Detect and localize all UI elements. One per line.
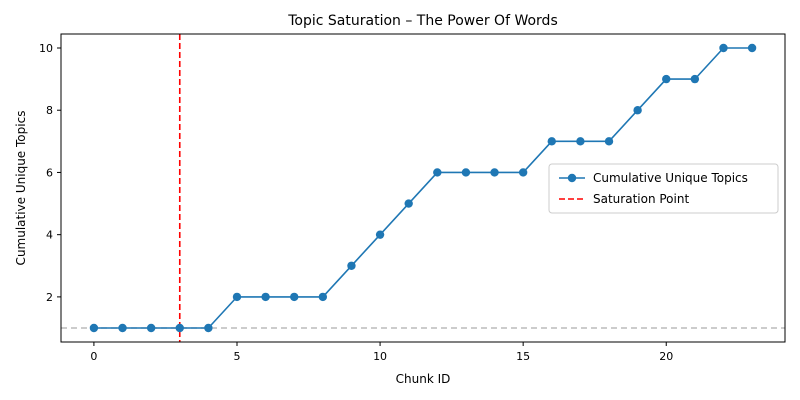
y-axis: 2 4 6 8 10 bbox=[39, 42, 61, 304]
data-point bbox=[232, 292, 242, 302]
legend-label: Saturation Point bbox=[593, 192, 689, 206]
data-point bbox=[146, 323, 156, 333]
x-tick-label: 15 bbox=[516, 350, 530, 363]
chart-title: Topic Saturation – The Power Of Words bbox=[287, 13, 558, 29]
data-point bbox=[547, 137, 556, 146]
legend-box bbox=[548, 163, 779, 214]
y-tick-label: 8 bbox=[46, 104, 53, 117]
x-axis-label: Chunk ID bbox=[396, 372, 451, 386]
data-point bbox=[576, 137, 585, 146]
legend-label: Cumulative Unique Topics bbox=[593, 171, 748, 185]
data-point bbox=[175, 323, 184, 333]
data-point bbox=[261, 292, 270, 302]
data-point bbox=[719, 43, 728, 53]
y-tick-label: 4 bbox=[46, 229, 53, 242]
data-point bbox=[318, 292, 328, 302]
data-point bbox=[662, 74, 671, 84]
data-point bbox=[518, 168, 528, 177]
x-axis: 0 5 10 15 20 bbox=[90, 342, 673, 363]
x-tick-label: 10 bbox=[373, 350, 387, 363]
y-axis-label: Cumulative Unique Topics bbox=[14, 111, 28, 266]
data-point bbox=[375, 230, 385, 239]
axes-spines bbox=[60, 33, 786, 343]
data-point bbox=[461, 168, 471, 177]
series-layer bbox=[89, 43, 757, 333]
data-point bbox=[290, 292, 299, 302]
data-point bbox=[690, 74, 700, 84]
plot-border bbox=[60, 33, 786, 343]
data-point bbox=[204, 323, 213, 333]
x-tick-label: 5 bbox=[233, 350, 240, 363]
data-point bbox=[490, 168, 499, 177]
y-tick-label: 10 bbox=[39, 42, 53, 55]
data-point bbox=[118, 323, 127, 333]
data-point bbox=[89, 323, 99, 333]
data-point bbox=[404, 199, 413, 208]
x-tick-label: 0 bbox=[90, 350, 97, 363]
x-tick-label: 20 bbox=[659, 350, 673, 363]
data-point bbox=[633, 106, 642, 115]
data-point bbox=[433, 168, 442, 177]
data-point bbox=[747, 43, 757, 53]
y-tick-label: 2 bbox=[46, 291, 53, 304]
y-tick-label: 6 bbox=[46, 166, 53, 179]
data-point bbox=[347, 261, 356, 270]
data-point bbox=[604, 137, 614, 146]
series-line bbox=[93, 47, 753, 329]
legend-swatch-marker bbox=[567, 173, 577, 183]
legend: Cumulative Unique Topics Saturation Point bbox=[548, 163, 779, 214]
